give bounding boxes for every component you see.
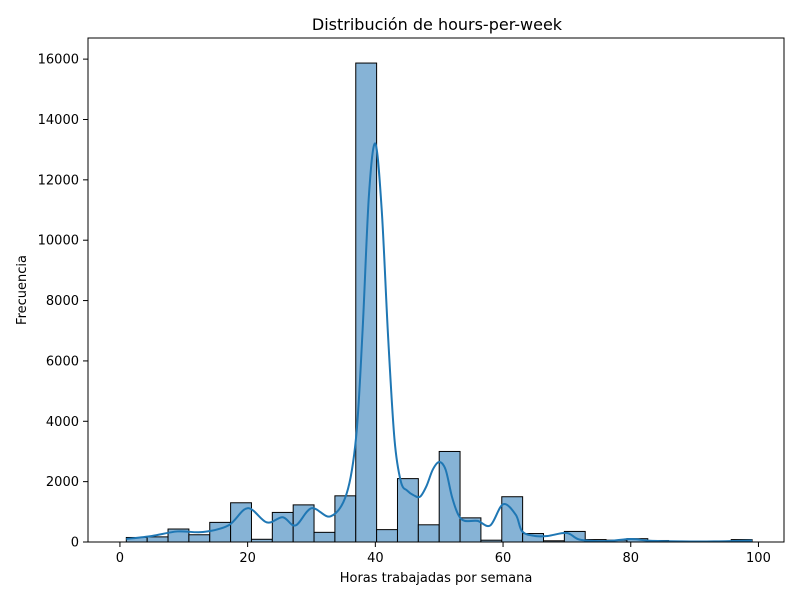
plot-frame	[87, 37, 785, 543]
histogram-bar	[417, 524, 440, 543]
x-tick-label: 0	[116, 551, 124, 566]
kde-layer	[126, 142, 753, 543]
histogram-bar	[146, 536, 169, 543]
y-axis-label: Frecuencia	[15, 255, 30, 325]
y-tick-label: 4000	[46, 415, 79, 430]
histogram-bar	[188, 534, 211, 543]
histogram-bar	[396, 478, 419, 543]
x-tick-label: 20	[239, 551, 256, 566]
y-tick-label: 2000	[46, 475, 79, 490]
x-tick-label: 60	[495, 551, 512, 566]
x-tick-label: 100	[746, 551, 771, 566]
bars-layer	[125, 62, 753, 543]
histogram-bar	[355, 62, 378, 543]
chart-title: Distribución de hours-per-week	[312, 15, 563, 34]
x-tick-label: 40	[367, 551, 384, 566]
y-tick-label: 6000	[46, 354, 79, 369]
histogram-bar	[313, 531, 336, 543]
x-axis-label: Horas trabajadas por semana	[340, 571, 533, 586]
histogram-bar	[376, 529, 398, 543]
histogram-bar	[292, 504, 315, 543]
x-axis: 0 20 40 60 80 100	[116, 542, 771, 566]
y-tick-label: 0	[71, 536, 79, 551]
histogram-bar	[334, 495, 357, 543]
y-tick-label: 16000	[38, 53, 79, 68]
y-tick-label: 8000	[46, 294, 79, 309]
kde-curve	[126, 142, 753, 543]
y-tick-label: 12000	[38, 173, 79, 188]
y-tick-label: 10000	[38, 234, 79, 249]
x-tick-label: 80	[622, 551, 639, 566]
y-axis: 0 2000 4000 6000 8000 10000 12000 14000 16000	[38, 53, 88, 551]
y-tick-label: 14000	[38, 113, 79, 128]
